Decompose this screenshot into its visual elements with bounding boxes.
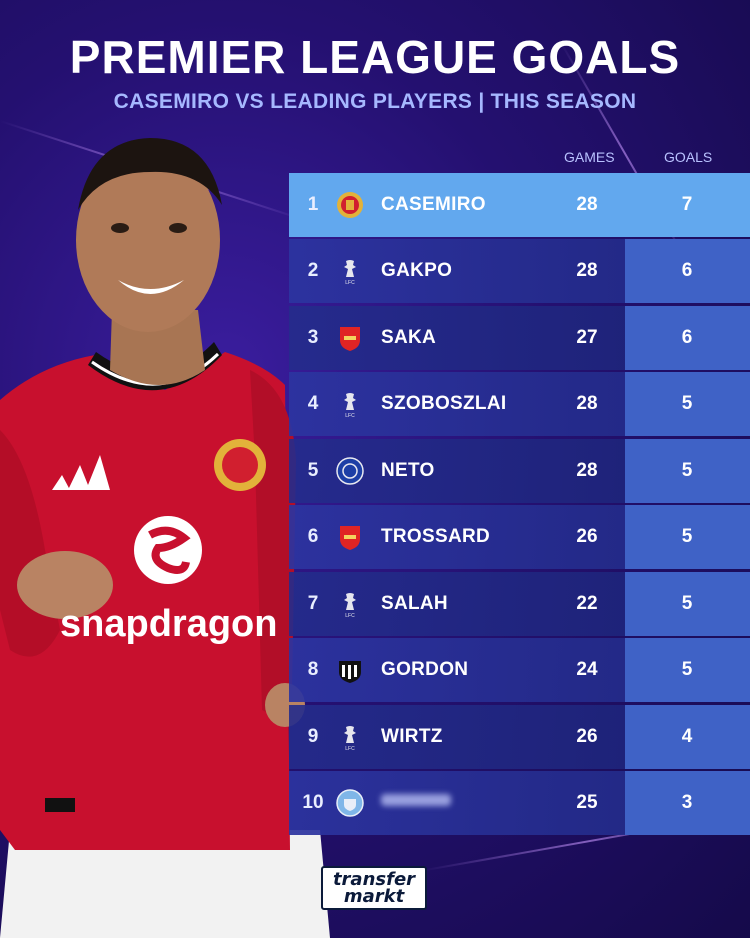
player-name: GORDON: [381, 659, 469, 680]
column-header-games: GAMES: [564, 149, 615, 165]
rank-number: 6: [307, 526, 319, 547]
svg-text:LFC: LFC: [345, 413, 355, 418]
table-row: 1 CASEMIRO 28 7: [289, 173, 750, 237]
games-value: 26: [576, 526, 598, 547]
games-value: 28: [576, 393, 598, 414]
goals-value: 6: [681, 327, 693, 348]
table-row: 4 LFC SZOBOSZLAI 28 5: [289, 372, 750, 436]
goals-cell-bg: [625, 306, 750, 370]
page-subtitle: CASEMIRO VS LEADING PLAYERS | THIS SEASO…: [113, 90, 637, 113]
arsenal-crest-icon: [340, 327, 360, 351]
table-row: 10 25 3: [289, 771, 750, 835]
games-value: 25: [576, 792, 598, 813]
arsenal-crest-icon: [340, 526, 360, 550]
svg-text:LFC: LFC: [345, 746, 355, 751]
goals-value: 7: [681, 194, 693, 215]
liverpool-crest-icon: LFC: [344, 726, 356, 751]
goals-cell-bg: [625, 771, 750, 835]
blurred-name-placeholder: [381, 794, 451, 806]
liverpool-crest-icon: LFC: [344, 260, 356, 285]
rank-number: 3: [307, 327, 319, 348]
goals-cell-bg: [625, 572, 750, 636]
player-name: SAKA: [381, 327, 437, 348]
goals-cell-bg: [625, 705, 750, 769]
goals-value: 5: [681, 393, 693, 414]
table-row: 2 LFC GAKPO 28 6: [289, 239, 750, 303]
rank-number: 7: [307, 593, 319, 614]
goals-cell-bg: [625, 372, 750, 436]
rank-number: 2: [307, 260, 319, 281]
rank-number: 5: [307, 460, 319, 481]
table-row: 3 SAKA 27 6: [289, 306, 750, 370]
goals-value: 4: [681, 726, 693, 747]
player-name: SALAH: [381, 593, 448, 614]
goals-value: 6: [681, 260, 693, 281]
games-value: 24: [576, 659, 598, 680]
rank-number: 4: [307, 393, 319, 414]
games-value: 28: [576, 194, 598, 215]
table-row: 9 LFC WIRTZ 26 4: [289, 705, 750, 769]
player-name: GAKPO: [381, 260, 453, 281]
player-name: CASEMIRO: [381, 194, 486, 215]
goals-value: 3: [681, 792, 693, 813]
goals-value: 5: [681, 593, 693, 614]
goals-cell-bg: [625, 638, 750, 702]
goals-cell-bg: [625, 239, 750, 303]
player-name: WIRTZ: [381, 726, 443, 747]
table-row: 5 NETO 28 5: [289, 439, 750, 503]
sponsor-wordmark: snapdragon: [60, 603, 277, 645]
liverpool-crest-icon: LFC: [344, 593, 356, 618]
manchester-city-crest-icon: [336, 789, 364, 817]
svg-text:LFC: LFC: [345, 280, 355, 285]
games-value: 27: [576, 327, 598, 348]
goals-cell-bg: [625, 439, 750, 503]
rank-number: 9: [307, 726, 319, 747]
logo-text-line2: markt: [343, 886, 405, 907]
games-value: 26: [576, 726, 598, 747]
goals-cell-bg: [625, 505, 750, 569]
goals-value: 5: [681, 659, 693, 680]
player-name: TROSSARD: [381, 526, 491, 547]
games-value: 28: [576, 460, 598, 481]
newcastle-crest-icon: [339, 661, 361, 683]
player-photo: snapdragon: [0, 138, 330, 938]
games-value: 22: [576, 593, 598, 614]
chelsea-crest-icon: [336, 457, 364, 485]
manchester-united-crest-icon: [337, 192, 363, 218]
rank-number: 10: [302, 792, 324, 813]
games-value: 28: [576, 260, 598, 281]
column-header-goals: GOALS: [664, 149, 713, 165]
table-row: 8 GORDON 24 5: [289, 638, 750, 702]
liverpool-crest-icon: LFC: [344, 393, 356, 418]
player-name-blurred: [381, 771, 453, 835]
table-row: 7 LFC SALAH 22 5: [289, 572, 750, 636]
page-title: PREMIER LEAGUE GOALS: [69, 31, 681, 83]
player-name: SZOBOSZLAI: [381, 393, 507, 414]
table-row: 6 TROSSARD 26 5: [289, 505, 750, 569]
svg-text:LFC: LFC: [345, 613, 355, 618]
transfermarkt-logo: transfer markt: [321, 866, 427, 910]
player-name: NETO: [381, 460, 435, 481]
rank-number: 1: [307, 194, 319, 215]
rank-number: 8: [307, 659, 319, 680]
goals-value: 5: [681, 460, 693, 481]
logo-text-line1: transfer: [332, 869, 416, 890]
goals-value: 5: [681, 526, 693, 547]
